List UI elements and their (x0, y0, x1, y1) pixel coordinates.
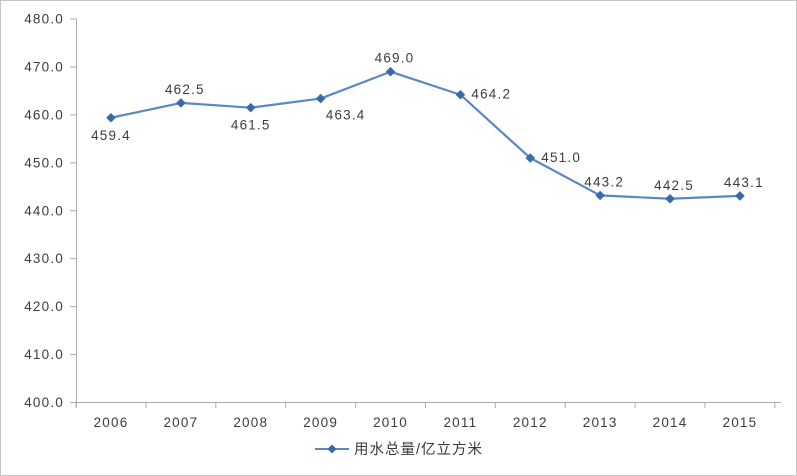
data-point-label: 464.2 (471, 87, 511, 102)
data-point-marker (525, 153, 536, 163)
legend-line-marker-icon (314, 444, 349, 453)
x-axis-tick-label: 2013 (583, 415, 618, 430)
x-axis-tick-label: 2014 (653, 415, 688, 430)
y-axis-tick-label: 420.0 (24, 299, 64, 314)
legend-label: 用水总量/亿立方米 (353, 442, 484, 458)
x-axis-tick-label: 2009 (303, 415, 338, 430)
legend: 用水总量/亿立方米 (1, 438, 796, 459)
y-axis-tick-label: 470.0 (24, 59, 64, 74)
x-axis-tick-label: 2010 (373, 415, 408, 430)
y-axis-tick-label: 430.0 (24, 251, 64, 266)
data-point-label: 451.0 (541, 150, 581, 165)
data-point-marker (595, 190, 605, 201)
y-axis-tick-label: 480.0 (24, 12, 64, 27)
data-point-label: 463.4 (326, 108, 366, 123)
y-axis-tick-label: 450.0 (24, 155, 64, 170)
y-axis-tick-label: 440.0 (24, 203, 64, 218)
data-point-marker (106, 112, 116, 123)
data-point-label: 469.0 (375, 51, 415, 66)
data-point-label: 443.1 (724, 175, 764, 190)
data-point-marker (455, 89, 466, 100)
data-point-label: 462.5 (165, 82, 205, 97)
y-axis-tick-label: 410.0 (24, 347, 64, 362)
x-axis-tick-label: 2011 (443, 415, 477, 430)
data-point-marker (735, 191, 745, 201)
data-point-marker (665, 193, 675, 204)
y-axis-tick-label: 400.0 (24, 395, 64, 410)
data-point-label: 459.4 (91, 128, 131, 143)
data-point-label: 443.2 (584, 174, 624, 189)
data-point-marker (385, 66, 396, 77)
x-axis-tick-label: 2008 (233, 415, 268, 430)
x-axis-tick-label: 2007 (163, 415, 198, 430)
x-axis-tick-label: 2015 (722, 415, 757, 430)
x-axis-tick-label: 2006 (94, 415, 129, 430)
series-line (110, 70, 740, 200)
data-point-marker (176, 98, 186, 108)
x-axis-tick-label: 2012 (513, 415, 548, 430)
data-point-label: 442.5 (654, 178, 694, 193)
data-point-label: 461.5 (231, 118, 271, 133)
data-point-marker (245, 102, 256, 113)
y-axis-tick-label: 460.0 (24, 107, 64, 122)
data-point-marker (315, 93, 326, 104)
